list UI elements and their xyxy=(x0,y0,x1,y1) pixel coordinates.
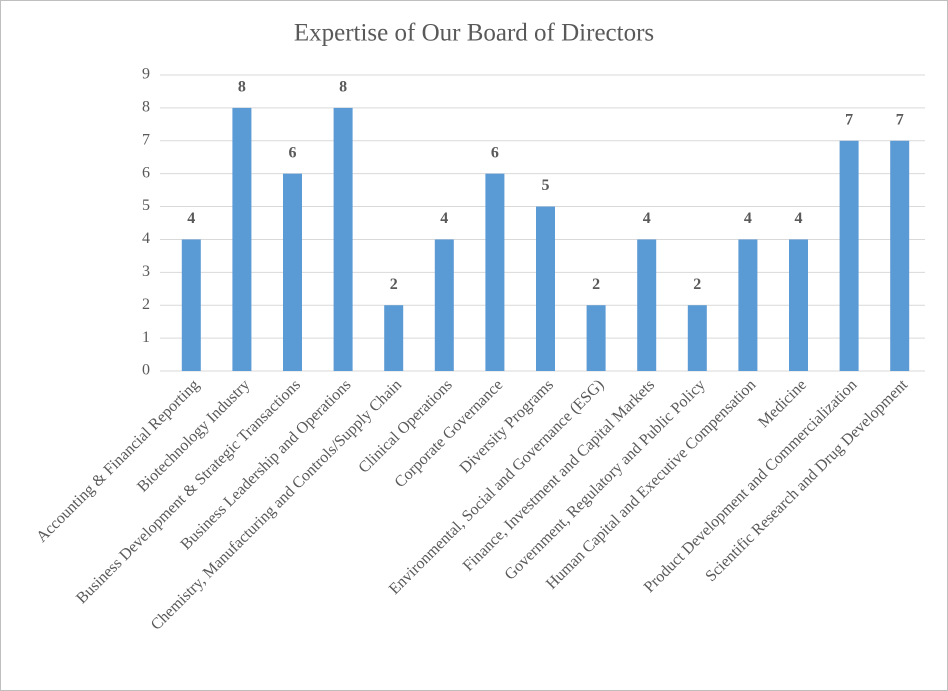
data-label: 2 xyxy=(390,276,398,293)
y-tick-label: 6 xyxy=(142,164,150,181)
y-tick-label: 5 xyxy=(142,197,150,214)
bar xyxy=(839,140,859,371)
data-label: 4 xyxy=(643,210,651,227)
data-label: 7 xyxy=(845,111,853,128)
y-tick-label: 4 xyxy=(142,230,150,247)
bar xyxy=(789,239,808,371)
data-label: 4 xyxy=(440,210,448,227)
bar xyxy=(586,305,606,371)
y-tick-label: 8 xyxy=(142,99,150,116)
bar xyxy=(687,305,707,371)
bar xyxy=(232,107,252,371)
bar xyxy=(637,239,657,371)
data-label: 4 xyxy=(187,210,195,227)
data-label: 4 xyxy=(795,210,803,227)
bar xyxy=(485,173,505,371)
data-label: 6 xyxy=(289,144,297,161)
bar xyxy=(536,206,555,371)
bar xyxy=(434,239,454,371)
bar xyxy=(890,140,910,371)
bar xyxy=(738,239,758,371)
y-tick-label: 9 xyxy=(142,66,150,83)
y-tick-label: 3 xyxy=(142,263,150,280)
chart-title: Expertise of Our Board of Directors xyxy=(294,20,654,47)
y-tick-label: 1 xyxy=(142,329,150,346)
y-tick-label: 2 xyxy=(142,296,150,313)
data-label: 2 xyxy=(693,276,701,293)
data-label: 4 xyxy=(744,210,752,227)
bar xyxy=(384,305,404,371)
bar xyxy=(181,239,201,371)
data-label: 8 xyxy=(339,79,347,96)
data-label: 5 xyxy=(542,177,550,194)
data-label: 7 xyxy=(896,111,904,128)
data-label: 6 xyxy=(491,144,499,161)
data-label: 8 xyxy=(238,79,246,96)
bar xyxy=(283,173,302,371)
data-label: 2 xyxy=(592,276,600,293)
y-tick-label: 7 xyxy=(142,131,150,148)
bar xyxy=(333,107,353,371)
y-tick-label: 0 xyxy=(142,362,150,379)
